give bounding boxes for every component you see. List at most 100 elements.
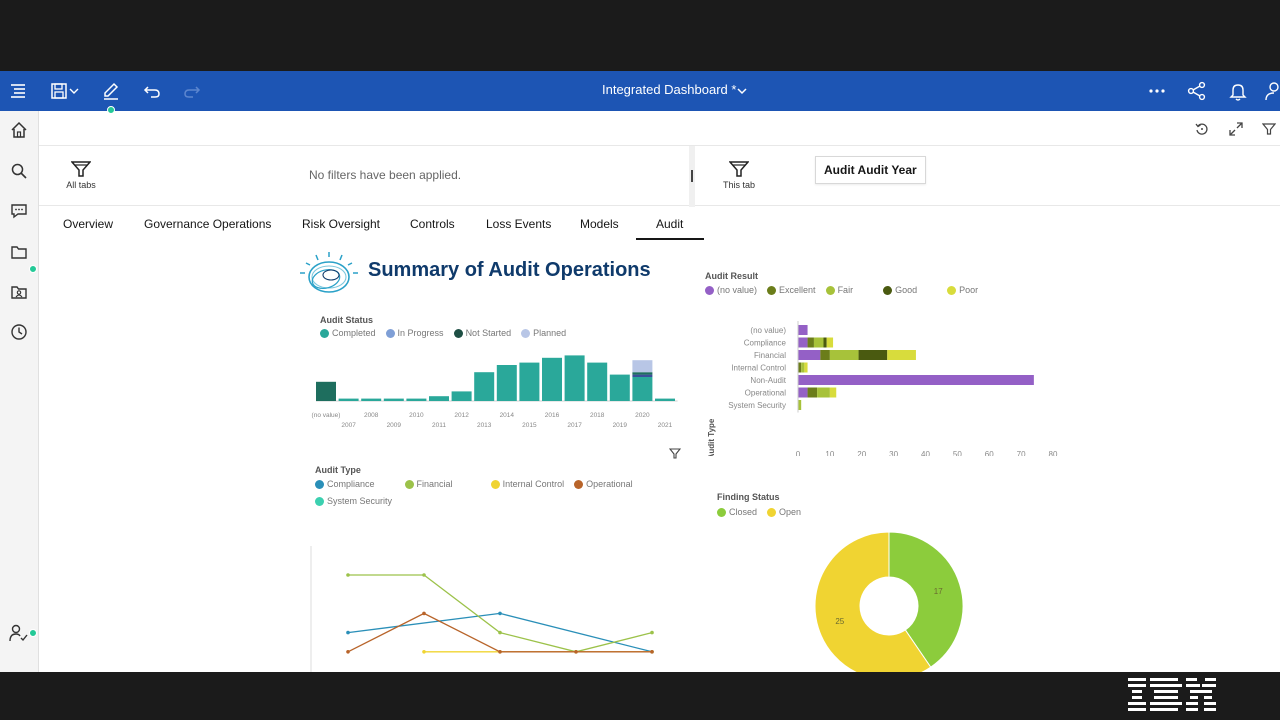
result-bar-fair-internalcontrol	[801, 362, 805, 373]
chat-icon[interactable]	[8, 200, 30, 222]
status-bar-completed-2014	[496, 365, 517, 401]
title-chevron-down-icon[interactable]	[730, 79, 754, 103]
filter-icon[interactable]	[1261, 122, 1277, 141]
legend-completed[interactable]: Completed	[320, 328, 376, 338]
status-tick-label: 2017	[567, 422, 582, 429]
result-bar-fair-compliance	[813, 337, 824, 348]
legend-financial[interactable]: Financial	[404, 479, 453, 489]
result-bar-excellent-compliance	[807, 337, 814, 348]
result-category-label: Internal Control	[731, 364, 786, 373]
audit-result-legend: (no value) Excellent Fair Good Poor	[705, 285, 988, 295]
legend-excellent[interactable]: Excellent	[767, 285, 816, 295]
legend-no-value[interactable]: (no value)	[705, 285, 757, 295]
finding-status-legend: Closed Open	[717, 507, 811, 517]
video-bottom-letterbox	[0, 672, 1280, 720]
overflow-menu-icon[interactable]	[1145, 79, 1169, 103]
result-bar-novalue-operational	[798, 387, 808, 398]
status-tick-label: 2013	[477, 422, 492, 429]
result-x-tick-label: 80	[1049, 450, 1058, 456]
legend-compliance[interactable]: Compliance	[315, 479, 375, 489]
legend-in-progress[interactable]: In Progress	[385, 328, 444, 338]
legend-operational[interactable]: Operational	[574, 479, 633, 489]
filter-divider[interactable]	[689, 146, 695, 207]
tab-audit[interactable]: Audit	[656, 217, 684, 231]
audit-status-chart[interactable]: (no value) 2008 2010 2012 2014 2016 2018 2020 20…	[310, 341, 690, 431]
share-icon[interactable]	[1185, 79, 1209, 103]
this-tab-filter-icon	[728, 161, 750, 177]
dashboard-title[interactable]: Integrated Dashboard *	[602, 82, 737, 97]
recent-clock-icon[interactable]	[8, 321, 30, 343]
status-tick-label: 2016	[545, 412, 560, 419]
search-icon[interactable]	[8, 160, 30, 182]
menu-icon[interactable]	[6, 79, 30, 103]
result-bar-novalue-novalue	[798, 325, 808, 335]
undo-icon[interactable]	[140, 79, 164, 103]
tab-risk-oversight[interactable]: Risk Oversight	[302, 217, 381, 231]
legend-closed[interactable]: Closed	[717, 507, 757, 517]
status-bar-completed-2013	[474, 372, 495, 401]
chart-filter-icon[interactable]	[668, 447, 682, 465]
status-bar-completed-2017	[564, 355, 585, 401]
result-category-label: Non-Audit	[750, 376, 786, 385]
team-folder-icon[interactable]	[8, 281, 30, 303]
legend-poor[interactable]: Poor	[947, 285, 978, 295]
tab-loss-events[interactable]: Loss Events	[486, 217, 552, 231]
reset-icon[interactable]	[1195, 122, 1209, 141]
donut-slice-closed	[888, 531, 964, 668]
redo-icon[interactable]	[180, 79, 204, 103]
tab-overview[interactable]: Overview	[63, 217, 114, 231]
legend-good[interactable]: Good	[883, 285, 917, 295]
tab-controls[interactable]: Controls	[410, 217, 455, 231]
folder-icon[interactable]	[8, 241, 30, 263]
result-bar-poor-compliance	[826, 337, 834, 348]
status-tick-label: 2012	[454, 412, 469, 419]
edit-icon[interactable]	[99, 79, 123, 103]
legend-fair[interactable]: Fair	[825, 285, 853, 295]
all-tabs-filter[interactable]: All tabs	[61, 160, 101, 190]
audit-year-filter-chip[interactable]: Audit Audit Year	[815, 156, 926, 184]
legend-not-started[interactable]: Not Started	[453, 328, 511, 338]
audit-status-legend: Completed In Progress Not Started Planne…	[320, 328, 576, 338]
user-icon[interactable]	[1264, 79, 1280, 103]
type-point-compliance	[498, 611, 502, 616]
result-bar-fair-financial	[829, 350, 859, 360]
save-icon[interactable]	[47, 79, 71, 103]
result-bar-poor-internalcontrol	[804, 362, 808, 373]
notification-icon[interactable]	[1226, 79, 1250, 103]
legend-planned[interactable]: Planned	[521, 328, 566, 338]
result-x-tick-label: 30	[889, 450, 898, 456]
legend-internal-control[interactable]: Internal Control	[490, 479, 564, 489]
user-check-icon[interactable]	[8, 622, 30, 644]
status-bar-completed-2010	[406, 398, 427, 401]
expand-icon[interactable]	[1229, 122, 1243, 141]
tab-models[interactable]: Models	[580, 217, 619, 231]
status-bar-completed-2015	[519, 362, 540, 401]
legend-open[interactable]: Open	[767, 507, 801, 517]
left-nav-rail	[0, 111, 39, 672]
status-tick-label: 2008	[364, 412, 379, 419]
status-bar-completed-2008	[361, 398, 382, 401]
result-y-axis-label: Audit Type	[707, 418, 716, 456]
audit-type-title: Audit Type	[315, 465, 361, 475]
finding-status-title: Finding Status	[717, 492, 780, 502]
chevron-down-icon[interactable]	[67, 79, 81, 103]
status-tick-label: 2011	[432, 422, 446, 429]
type-point-operational	[650, 650, 654, 654]
status-bar-completed-2019	[609, 374, 630, 401]
status-tick-label: 2014	[500, 412, 515, 419]
result-x-tick-label: 70	[1017, 450, 1026, 456]
tab-governance-operations[interactable]: Governance Operations	[144, 217, 272, 231]
audit-type-line-chart[interactable]: 20162017201820192020	[305, 516, 695, 672]
status-bar-completed-2011	[429, 396, 449, 401]
result-bar-excellent-internalcontrol	[798, 362, 802, 373]
status-bar-not-started-novalue	[316, 381, 336, 401]
legend-system-security[interactable]: System Security	[315, 496, 392, 506]
audit-result-chart[interactable]: (no value) Compliance Financial Internal Co…	[700, 311, 1080, 456]
this-tab-filter[interactable]: This tab	[719, 160, 759, 190]
home-icon[interactable]	[8, 119, 30, 141]
result-bar-poor-financial	[887, 350, 916, 360]
status-bar-not-started-2020	[632, 372, 653, 375]
audit-result-title: Audit Result	[705, 271, 758, 281]
result-x-tick-label: 10	[825, 450, 834, 456]
